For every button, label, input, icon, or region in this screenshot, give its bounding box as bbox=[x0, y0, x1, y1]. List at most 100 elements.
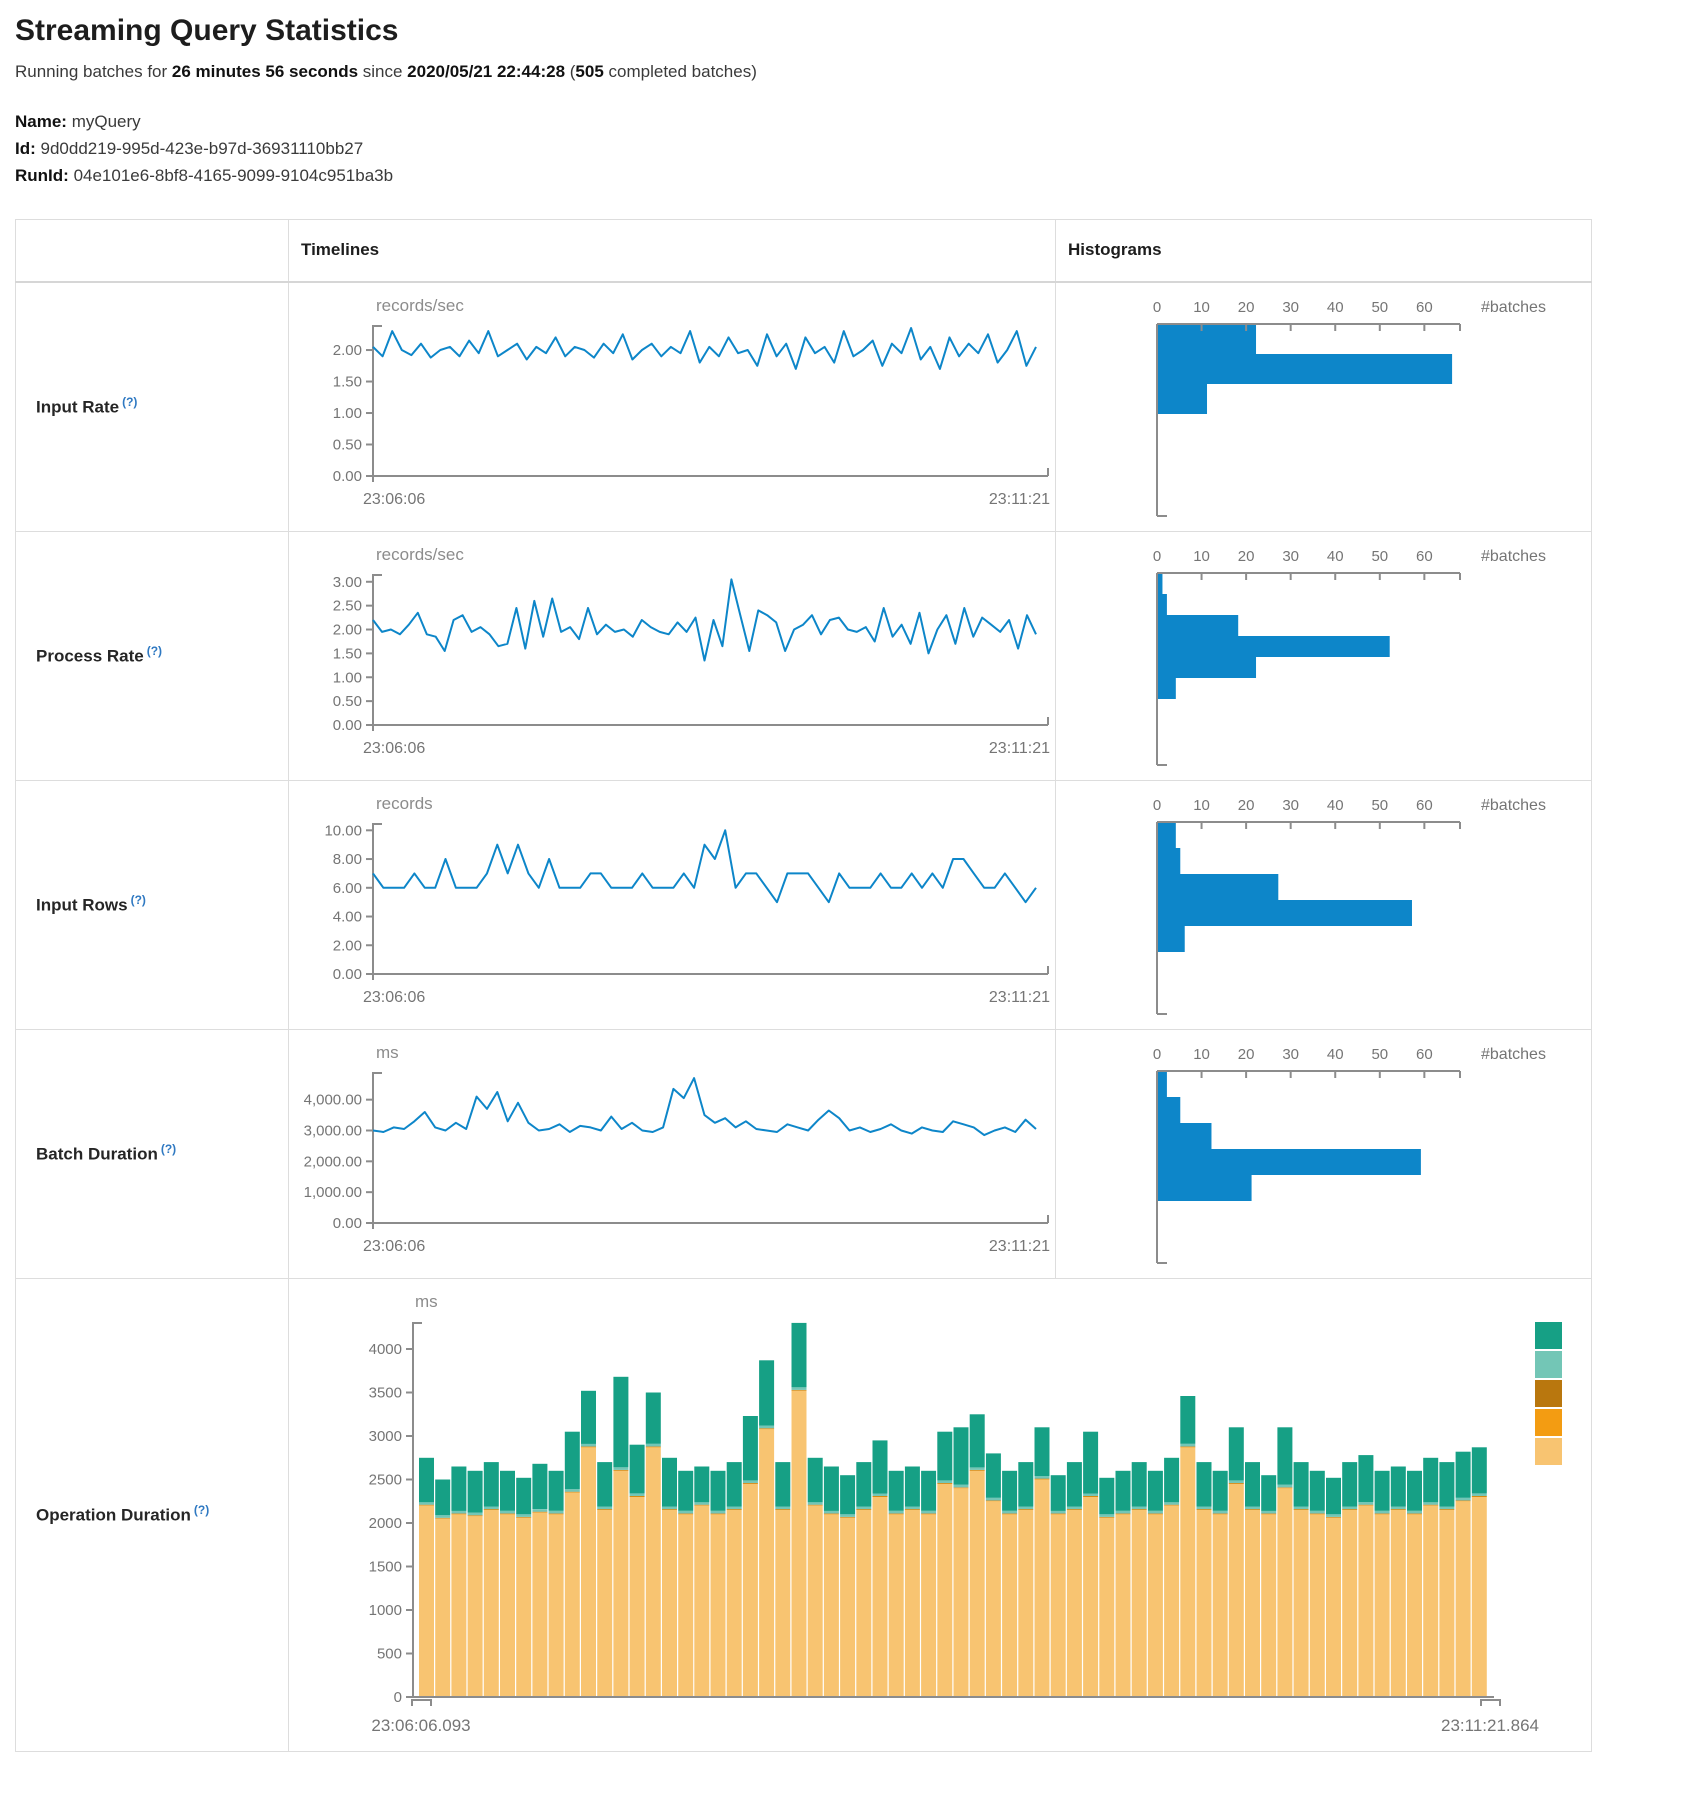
row-operation-duration: Operation Duration (?) ms 4000 3500 3000 2500… bbox=[15, 1277, 1592, 1752]
svg-text:20: 20 bbox=[1238, 1046, 1255, 1063]
svg-text:30: 30 bbox=[1282, 299, 1299, 316]
svg-text:60: 60 bbox=[1416, 548, 1433, 565]
page-title: Streaming Query Statistics bbox=[15, 14, 399, 47]
process-rate-timeline-chart: records/sec 3.00 2.50 2.00 1.50 1.00 0.50 0.00 2… bbox=[289, 532, 1055, 780]
svg-text:0.00: 0.00 bbox=[333, 1215, 362, 1232]
svg-text:0.50: 0.50 bbox=[333, 436, 362, 453]
svg-text:40: 40 bbox=[1327, 1046, 1344, 1063]
row-label-batch-duration: Batch Duration (?) bbox=[15, 1028, 289, 1279]
query-id-label: Id: bbox=[15, 139, 36, 158]
svg-text:0.50: 0.50 bbox=[333, 693, 362, 710]
svg-text:30: 30 bbox=[1282, 548, 1299, 565]
help-icon[interactable]: (?) bbox=[193, 1503, 210, 1518]
query-runid-row: RunId: 04e101e6-8bf8-4165-9099-9104c951b… bbox=[15, 162, 1693, 189]
start-timestamp: 2020/05/21 22:44:28 bbox=[407, 62, 566, 81]
statistics-table: Timelines Histograms Input Rate (?) recor… bbox=[15, 219, 1592, 1752]
input-rows-histogram-chart: 0 10 20 30 40 50 60 #batches bbox=[1056, 781, 1591, 1029]
svg-text:50: 50 bbox=[1371, 548, 1388, 565]
svg-text:1.50: 1.50 bbox=[333, 645, 362, 662]
svg-text:60: 60 bbox=[1416, 797, 1433, 814]
svg-text:4.00: 4.00 bbox=[333, 908, 362, 925]
svg-text:20: 20 bbox=[1238, 548, 1255, 565]
batch-duration-timeline-chart: ms 4,000.00 3,000.00 2,000.00 1,000.00 0.00 23… bbox=[289, 1030, 1055, 1278]
svg-text:3.00: 3.00 bbox=[333, 573, 362, 590]
page-content: Streaming Query Statistics Running batch… bbox=[15, 14, 1693, 1752]
svg-text:#batches: #batches bbox=[1481, 797, 1546, 814]
svg-text:0: 0 bbox=[1153, 548, 1161, 565]
input-rows-timeline-chart: records 10.00 8.00 6.00 4.00 2.00 0.00 23:06:06… bbox=[289, 781, 1055, 1029]
svg-text:6.00: 6.00 bbox=[333, 879, 362, 896]
row-label-input-rows: Input Rows (?) bbox=[15, 779, 289, 1030]
svg-text:0.00: 0.00 bbox=[333, 717, 362, 734]
svg-text:50: 50 bbox=[1371, 1046, 1388, 1063]
svg-text:#batches: #batches bbox=[1481, 1046, 1546, 1063]
svg-text:#batches: #batches bbox=[1481, 299, 1546, 316]
help-icon[interactable]: (?) bbox=[160, 1142, 177, 1157]
subtitle-middle: since bbox=[358, 62, 408, 81]
svg-text:2.00: 2.00 bbox=[333, 937, 362, 954]
operation-duration-stacked-chart: ms 4000 3500 3000 2500 2000 1500 1000 500 0 23:06:… bbox=[289, 1279, 1591, 1751]
svg-text:10.00: 10.00 bbox=[324, 822, 362, 839]
svg-text:1.50: 1.50 bbox=[333, 373, 362, 390]
svg-text:20: 20 bbox=[1238, 299, 1255, 316]
query-runid-value: 04e101e6-8bf8-4165-9099-9104c951ba3b bbox=[73, 166, 394, 185]
svg-text:2000: 2000 bbox=[369, 1515, 402, 1532]
row-batch-duration: Batch Duration (?) ms 4,000.00 3,000.00 2,00… bbox=[15, 1028, 1592, 1279]
row-input-rate: Input Rate (?) records/sec 2.00 1.50 1.00 0.5… bbox=[15, 281, 1592, 532]
svg-text:4,000.00: 4,000.00 bbox=[304, 1091, 362, 1108]
row-label-process-rate: Process Rate (?) bbox=[15, 530, 289, 781]
svg-text:23:06:06.093: 23:06:06.093 bbox=[371, 1716, 470, 1735]
svg-text:60: 60 bbox=[1416, 1046, 1433, 1063]
header-empty-cell bbox=[15, 219, 289, 283]
row-label-text: Input Rows bbox=[36, 895, 128, 915]
svg-text:10: 10 bbox=[1193, 548, 1210, 565]
header-timelines: Timelines bbox=[288, 219, 1056, 283]
row-label-operation-duration: Operation Duration (?) bbox=[15, 1277, 289, 1752]
svg-text:23:11:21: 23:11:21 bbox=[989, 740, 1050, 757]
svg-text:0.00: 0.00 bbox=[333, 468, 362, 485]
query-name-value: myQuery bbox=[71, 112, 141, 131]
help-icon[interactable]: (?) bbox=[146, 644, 163, 659]
svg-text:1.00: 1.00 bbox=[333, 669, 362, 686]
query-name-row: Name: myQuery bbox=[15, 108, 1693, 135]
row-label-text: Process Rate bbox=[36, 646, 144, 666]
row-label-text: Input Rate bbox=[36, 397, 120, 417]
subtitle-prefix: Running batches for bbox=[15, 62, 172, 81]
svg-text:1,000.00: 1,000.00 bbox=[304, 1184, 362, 1201]
svg-text:4000: 4000 bbox=[369, 1341, 402, 1358]
subtitle-paren: ( bbox=[565, 62, 576, 81]
help-icon[interactable]: (?) bbox=[130, 893, 146, 908]
input-rate-histogram-chart: 0 10 20 30 40 50 60 #batches bbox=[1056, 283, 1591, 531]
svg-text:2.50: 2.50 bbox=[333, 597, 362, 614]
svg-text:23:11:21: 23:11:21 bbox=[989, 989, 1050, 1006]
svg-text:50: 50 bbox=[1371, 299, 1388, 316]
svg-text:23:11:21.864: 23:11:21.864 bbox=[1441, 1716, 1539, 1735]
svg-text:1500: 1500 bbox=[369, 1558, 402, 1575]
input-rate-timeline-chart: records/sec 2.00 1.50 1.00 0.50 0.00 23:06:06 2… bbox=[289, 283, 1055, 531]
svg-text:0: 0 bbox=[1153, 299, 1161, 316]
help-icon[interactable]: (?) bbox=[122, 395, 138, 410]
table-header-row: Timelines Histograms bbox=[15, 219, 1592, 283]
svg-text:23:06:06: 23:06:06 bbox=[363, 491, 425, 508]
svg-text:3000: 3000 bbox=[369, 1428, 402, 1445]
query-name-label: Name: bbox=[15, 112, 67, 131]
running-batches-summary: Running batches for 26 minutes 56 second… bbox=[15, 62, 1693, 82]
svg-text:30: 30 bbox=[1282, 1046, 1299, 1063]
query-info: Name: myQuery Id: 9d0dd219-995d-423e-b97… bbox=[15, 108, 1693, 189]
svg-text:30: 30 bbox=[1282, 797, 1299, 814]
query-id-row: Id: 9d0dd219-995d-423e-b97d-36931110bb27 bbox=[15, 135, 1693, 162]
svg-text:23:06:06: 23:06:06 bbox=[363, 989, 425, 1006]
legend-swatch-addBatch bbox=[1535, 1437, 1562, 1465]
svg-text:20: 20 bbox=[1238, 797, 1255, 814]
row-label-text: Operation Duration bbox=[36, 1505, 191, 1525]
svg-text:#batches: #batches bbox=[1481, 548, 1546, 565]
svg-text:2,000.00: 2,000.00 bbox=[304, 1153, 362, 1170]
svg-text:0: 0 bbox=[394, 1689, 402, 1706]
svg-text:23:11:21: 23:11:21 bbox=[989, 491, 1050, 508]
svg-text:60: 60 bbox=[1416, 299, 1433, 316]
svg-text:0: 0 bbox=[1153, 1046, 1161, 1063]
svg-text:ms: ms bbox=[376, 1043, 399, 1062]
svg-text:2.00: 2.00 bbox=[333, 621, 362, 638]
query-runid-label: RunId: bbox=[15, 166, 69, 185]
svg-text:records: records bbox=[376, 794, 433, 813]
